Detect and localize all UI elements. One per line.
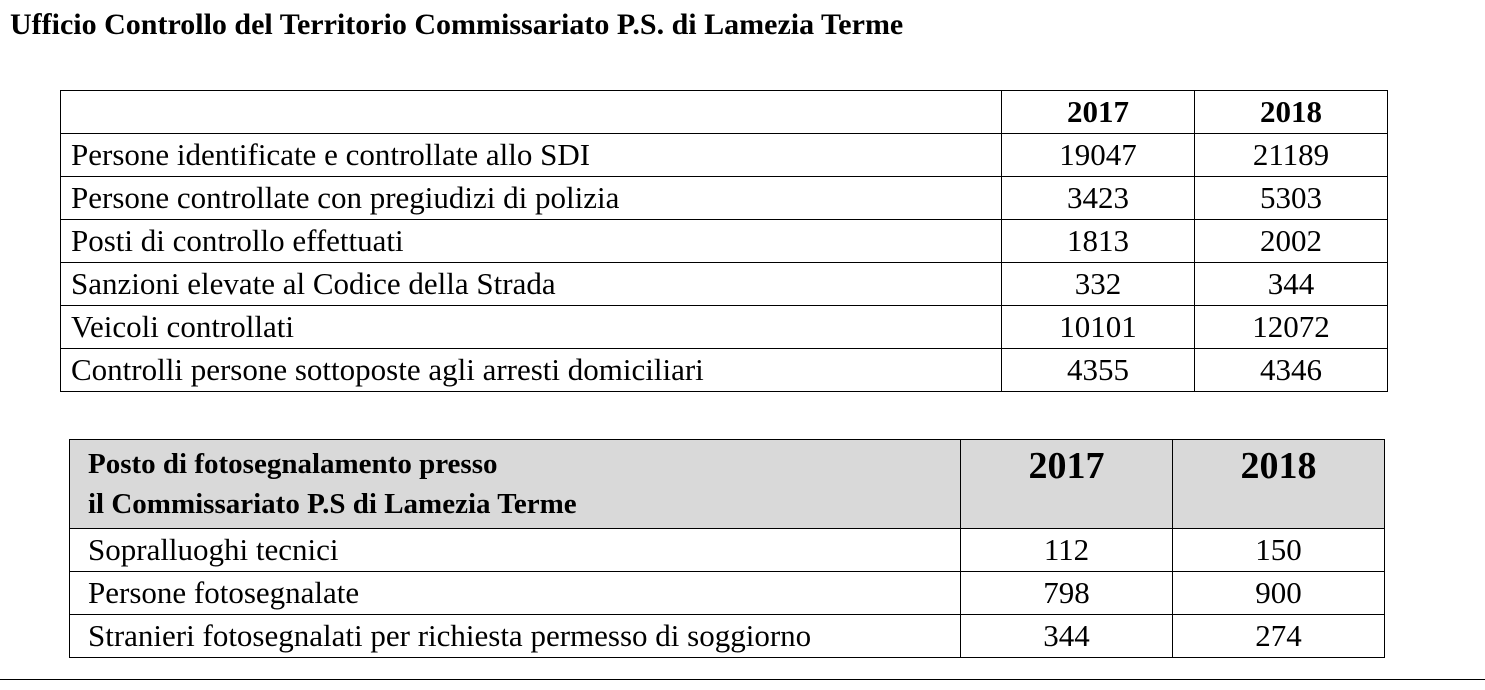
row-label: Controlli persone sottoposte agli arrest…: [60, 348, 1002, 392]
row-label: Persone identificate e controllate allo …: [60, 133, 1002, 177]
value-2018: 12072: [1194, 305, 1388, 349]
value-2018: 4346: [1194, 348, 1388, 392]
header-line-1: Posto di fotosegnalamento presso: [88, 448, 498, 480]
value-2017: 19047: [1001, 133, 1195, 177]
row-label: Sanzioni elevate al Codice della Strada: [60, 262, 1002, 306]
value-2017: 332: [1001, 262, 1195, 306]
row-label: Posti di controllo effettuati: [60, 219, 1002, 263]
row-label: Sopralluoghi tecnici: [69, 528, 961, 572]
row-label: Veicoli controllati: [60, 305, 1002, 349]
value-2018: 274: [1172, 614, 1385, 658]
row-label: Persone controllate con pregiudizi di po…: [60, 176, 1002, 220]
table-row: Posti di controllo effettuati 1813 2002: [60, 219, 1388, 263]
value-2018: 21189: [1194, 133, 1388, 177]
table-header-row: Posto di fotosegnalamento presso il Comm…: [69, 439, 1385, 529]
value-2018: 5303: [1194, 176, 1388, 220]
table-row: Stranieri fotosegnalati per richiesta pe…: [69, 614, 1385, 658]
header-year-2017: 2017: [960, 439, 1173, 529]
header-year-2017: 2017: [1001, 90, 1195, 134]
value-2017: 1813: [1001, 219, 1195, 263]
photo-identification-table: Posto di fotosegnalamento presso il Comm…: [69, 439, 1385, 658]
value-2017: 344: [960, 614, 1173, 658]
territory-control-table: 2017 2018 Persone identificate e control…: [60, 90, 1388, 392]
value-2018: 150: [1172, 528, 1385, 572]
header-line-2: il Commissariato P.S di Lamezia Terme: [88, 488, 577, 520]
table-row: Persone controllate con pregiudizi di po…: [60, 176, 1388, 220]
value-2017: 10101: [1001, 305, 1195, 349]
value-2017: 3423: [1001, 176, 1195, 220]
page-title: Ufficio Controllo del Territorio Commiss…: [10, 8, 904, 41]
header-empty-cell: [60, 90, 1002, 134]
table-row: Persone fotosegnalate 798 900: [69, 571, 1385, 615]
table-row: Veicoli controllati 10101 12072: [60, 305, 1388, 349]
row-label: Stranieri fotosegnalati per richiesta pe…: [69, 614, 961, 658]
row-label: Persone fotosegnalate: [69, 571, 961, 615]
value-2018: 2002: [1194, 219, 1388, 263]
table-row: Persone identificate e controllate allo …: [60, 133, 1388, 177]
header-label-cell: Posto di fotosegnalamento presso il Comm…: [69, 439, 961, 529]
bottom-divider: [0, 679, 1485, 680]
value-2018: 344: [1194, 262, 1388, 306]
header-year-2018: 2018: [1194, 90, 1388, 134]
table-header-row: 2017 2018: [60, 90, 1388, 134]
table-row: Sopralluoghi tecnici 112 150: [69, 528, 1385, 572]
value-2017: 112: [960, 528, 1173, 572]
value-2017: 4355: [1001, 348, 1195, 392]
header-year-2018: 2018: [1172, 439, 1385, 529]
value-2018: 900: [1172, 571, 1385, 615]
value-2017: 798: [960, 571, 1173, 615]
table-row: Controlli persone sottoposte agli arrest…: [60, 348, 1388, 392]
table-row: Sanzioni elevate al Codice della Strada …: [60, 262, 1388, 306]
